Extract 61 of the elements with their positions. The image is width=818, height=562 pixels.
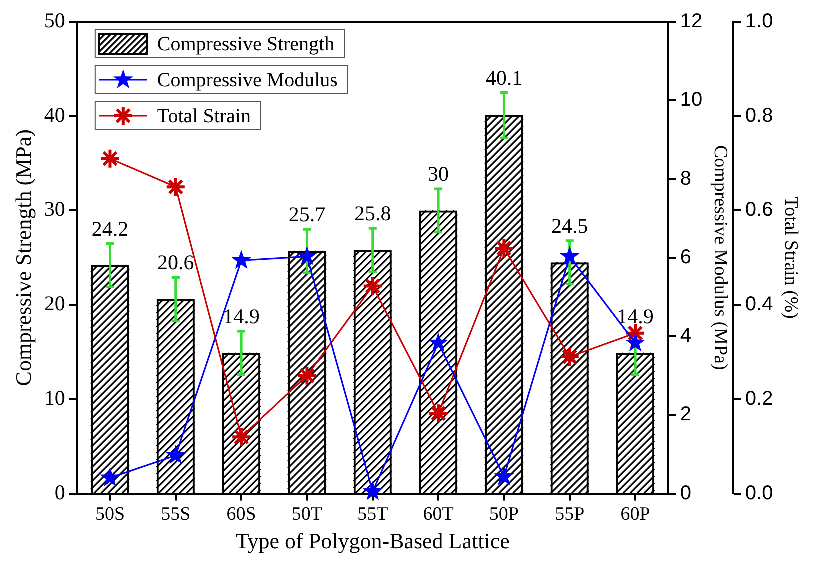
y-tick-label: 0 — [54, 480, 66, 504]
x-tick-label: 50S — [95, 504, 126, 526]
x-tick-label: 60S — [226, 504, 256, 526]
point — [362, 276, 384, 297]
y2-tick-label: 4 — [680, 325, 692, 348]
legend-label: Total Strain — [157, 105, 251, 128]
point — [165, 176, 186, 198]
data-label: 40.1 — [486, 66, 523, 90]
y-tick-label: 50 — [44, 8, 66, 33]
x-tick-label: 50T — [292, 504, 323, 526]
x-tick-label: 60T — [423, 504, 454, 526]
data-label: 14.9 — [617, 304, 654, 329]
data-label: 14.9 — [223, 304, 260, 329]
point — [296, 365, 318, 386]
y2-tick-label: 8 — [680, 168, 692, 190]
y3-tick-label: 0.8 — [745, 104, 774, 127]
y3-axis-title: Total Strain (%) — [780, 196, 802, 319]
data-label: 24.2 — [92, 216, 129, 241]
point — [494, 238, 515, 259]
point — [559, 346, 580, 368]
point — [362, 481, 383, 500]
y-tick-label: 40 — [44, 102, 66, 127]
y2-tick-label: 12 — [680, 10, 703, 33]
point — [297, 246, 318, 266]
point — [428, 332, 449, 352]
point — [100, 148, 121, 170]
legend-label: Compressive Strength — [157, 33, 335, 56]
data-label: 24.5 — [551, 214, 588, 238]
y3-tick-label: 1.0 — [745, 10, 774, 33]
point — [560, 246, 580, 266]
x-axis-title: Type of Polygon-Based Lattice — [236, 528, 510, 554]
x-tick-label: 60P — [620, 504, 650, 526]
y-tick-label: 30 — [44, 197, 66, 222]
data-label: 20.6 — [158, 250, 194, 275]
y3-tick-label: 0.4 — [745, 294, 774, 316]
point — [232, 250, 252, 270]
y2-tick-label: 2 — [680, 404, 692, 426]
x-tick-label: 55S — [161, 504, 191, 526]
y2-tick-label: 6 — [680, 246, 692, 268]
x-tick-label: 55P — [555, 504, 585, 526]
x-tick-label: 50P — [489, 504, 519, 526]
y3-tick-label: 0.6 — [745, 199, 774, 222]
x-tick-label: 55T — [358, 504, 389, 526]
y2-tick-label: 0 — [680, 482, 692, 504]
point — [231, 426, 252, 448]
point — [428, 403, 450, 424]
point — [626, 332, 646, 352]
y3-tick-label: 0.0 — [745, 482, 774, 504]
y3-tick-label: 0.2 — [745, 388, 774, 410]
y2-axis-title: Compressive Modulus (MPa) — [710, 145, 732, 370]
legend-label: Compressive Modulus — [157, 69, 338, 92]
data-label: 25.8 — [354, 202, 392, 226]
y-tick-label: 10 — [44, 386, 66, 410]
y2-tick-label: 10 — [680, 89, 703, 112]
data-label: 25.7 — [288, 202, 326, 227]
data-label: 30 — [428, 162, 450, 186]
point — [100, 468, 120, 487]
point — [494, 466, 514, 486]
point — [166, 445, 186, 464]
y-axis-title: Compressive Strength (MPa) — [10, 130, 36, 386]
y-tick-label: 20 — [44, 292, 66, 316]
